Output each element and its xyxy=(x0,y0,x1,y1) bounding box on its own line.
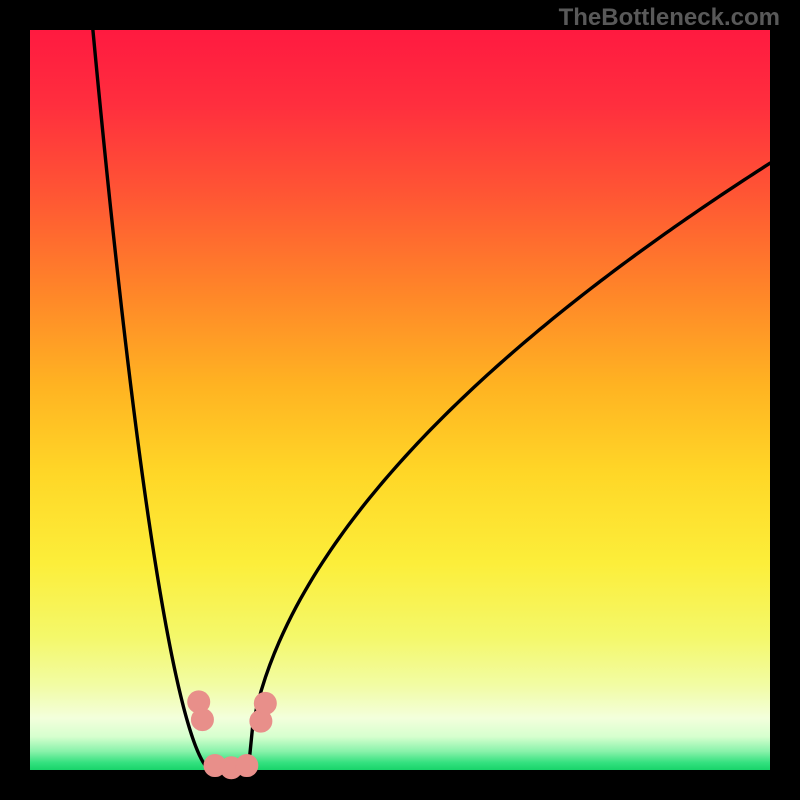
data-marker xyxy=(254,692,276,714)
data-marker xyxy=(236,755,258,777)
chart-frame: TheBottleneck.com xyxy=(0,0,800,800)
data-marker xyxy=(191,709,213,731)
gradient-background xyxy=(30,30,770,770)
bottleneck-chart xyxy=(0,0,800,800)
